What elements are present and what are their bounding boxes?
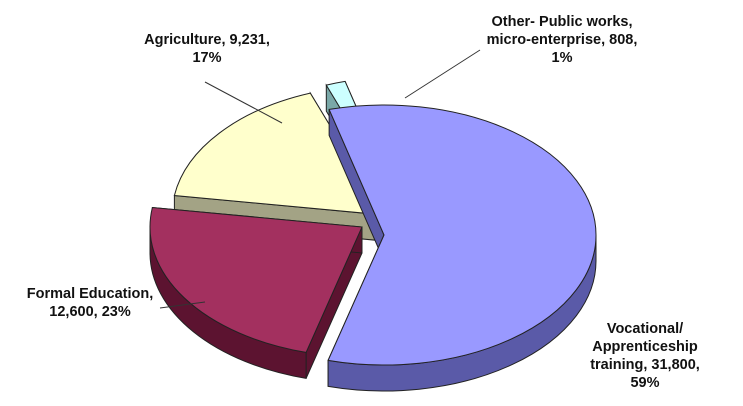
pie-slice-top-0	[327, 104, 597, 366]
slice-label-3: Other- Public works, micro-enterprise, 80…	[487, 14, 638, 66]
leader-line-3	[404, 49, 481, 99]
pie-slice-0	[327, 104, 597, 392]
leader-line-2	[204, 81, 283, 124]
pie-slice-top-1	[149, 206, 363, 353]
slice-label-2: Agriculture, 9,231, 17%	[144, 32, 270, 66]
pie-slice-top-2	[173, 92, 385, 216]
leader-line-1	[159, 301, 206, 309]
slice-label-0: Vocational/Apprenticeship training, 31,80…	[590, 321, 700, 391]
slice-label-1: Formal Education, 12,600, 23%	[27, 286, 154, 320]
pie-slice-1	[149, 206, 363, 379]
